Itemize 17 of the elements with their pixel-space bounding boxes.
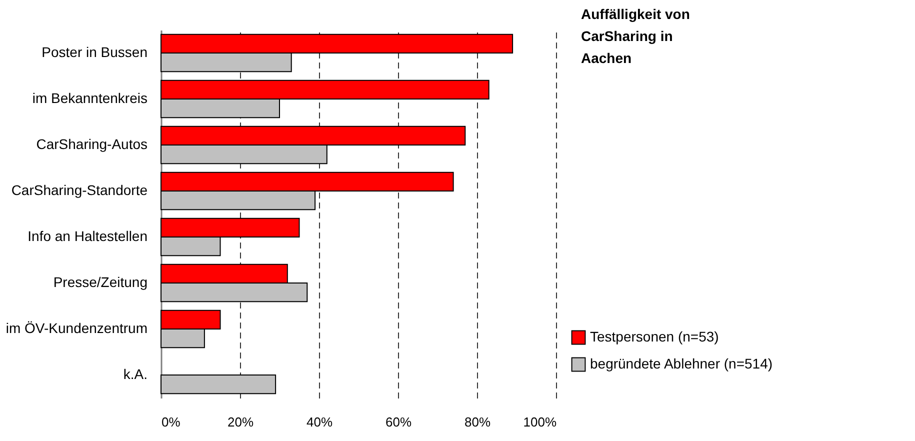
y-tick-label: im ÖV-Kundenzentrum [6,320,148,336]
y-tick-label: k.A. [123,366,148,382]
x-tick-label: 80% [464,414,491,430]
y-tick-label: Poster in Bussen [42,44,148,60]
legend-label: Testpersonen (n=53) [590,328,719,344]
x-tick-label: 20% [227,414,254,430]
y-tick-label: CarSharing-Standorte [11,182,148,198]
x-tick-label: 100% [523,414,557,430]
y-tick-label: Info an Haltestellen [28,228,148,244]
legend-label: begründete Ablehner (n=514) [590,356,773,372]
x-tick-label: 0% [162,414,181,430]
y-tick-label: CarSharing-Autos [36,136,148,152]
x-tick-label: 40% [306,414,333,430]
text: Auffälligkeit von CarSharing in Aachen [581,6,690,66]
x-tick-label: 60% [385,414,412,430]
y-tick-label: Presse/Zeitung [53,274,148,290]
y-tick-label: im Bekanntenkreis [32,90,148,106]
